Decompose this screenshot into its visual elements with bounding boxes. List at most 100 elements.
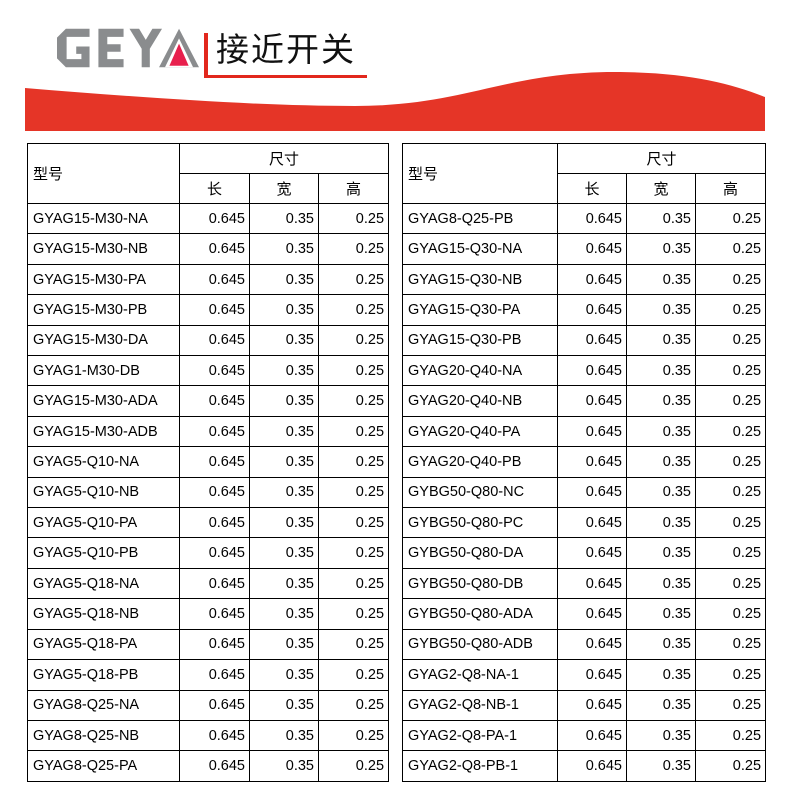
model-cell: GYAG20-Q40-PB	[402, 446, 558, 478]
width-cell: 0.35	[249, 689, 319, 721]
length-cell: 0.645	[179, 355, 250, 387]
length-cell: 0.645	[557, 324, 627, 357]
height-cell: 0.25	[694, 324, 767, 357]
table-row: GYAG15-M30-NB 0.645 0.35 0.25	[27, 233, 390, 265]
height-cell: 0.25	[317, 476, 390, 509]
length-cell: 0.645	[179, 598, 250, 630]
length-cell: 0.645	[179, 750, 250, 782]
height-cell: 0.25	[694, 415, 767, 448]
length-cell: 0.645	[179, 628, 250, 661]
model-cell: GYAG5-Q18-NA	[27, 567, 180, 600]
width-cell: 0.35	[249, 294, 319, 326]
width-cell: 0.35	[249, 507, 319, 539]
column-header-length: 长	[557, 173, 627, 204]
table-row: GYAG15-M30-ADB 0.645 0.35 0.25	[27, 415, 390, 448]
column-header-height: 高	[317, 173, 390, 204]
column-header-size: 尺寸	[556, 143, 767, 174]
table-row: GYAG15-M30-PB 0.645 0.35 0.25	[27, 294, 390, 326]
width-cell: 0.35	[249, 567, 319, 600]
height-cell: 0.25	[317, 659, 390, 691]
width-cell: 0.35	[626, 567, 696, 600]
height-cell: 0.25	[694, 659, 767, 691]
model-cell: GYAG15-M30-PB	[27, 294, 180, 326]
width-cell: 0.35	[249, 385, 319, 417]
height-cell: 0.25	[694, 446, 767, 478]
model-cell: GYAG2-Q8-PA-1	[402, 719, 558, 752]
height-cell: 0.25	[317, 446, 390, 478]
logo-letter-g	[57, 28, 90, 68]
height-cell: 0.25	[317, 507, 390, 539]
width-cell: 0.35	[249, 324, 319, 357]
table-row: GYAG5-Q18-NB 0.645 0.35 0.25	[27, 598, 390, 630]
table-row: GYAG20-Q40-NB 0.645 0.35 0.25	[402, 385, 767, 417]
model-cell: GYAG5-Q10-PA	[27, 507, 180, 539]
model-cell: GYAG8-Q25-NB	[27, 719, 180, 752]
model-cell: GYBG50-Q80-ADB	[402, 628, 558, 661]
model-cell: GYBG50-Q80-PC	[402, 507, 558, 539]
height-cell: 0.25	[694, 263, 767, 296]
header-row: 型号 尺寸	[402, 143, 767, 204]
width-cell: 0.35	[249, 263, 319, 296]
table-row: GYAG20-Q40-NA 0.645 0.35 0.25	[402, 355, 767, 387]
width-cell: 0.35	[626, 263, 696, 296]
model-cell: GYBG50-Q80-DB	[402, 567, 558, 600]
page-title: 接近开关	[216, 31, 356, 68]
height-cell: 0.25	[317, 415, 390, 448]
length-cell: 0.645	[557, 719, 627, 752]
width-cell: 0.35	[626, 324, 696, 357]
column-header-model: 型号	[402, 143, 558, 204]
height-cell: 0.25	[694, 355, 767, 387]
spec-table-right: 型号 尺寸 长 宽 高 GYAG8-Q25-PB 0.645 0.35 0.25	[402, 143, 767, 782]
width-cell: 0.35	[249, 202, 319, 235]
model-cell: GYBG50-Q80-DA	[402, 537, 558, 569]
column-header-size: 尺寸	[178, 143, 390, 174]
table-row: GYAG15-M30-ADA 0.645 0.35 0.25	[27, 385, 390, 417]
height-cell: 0.25	[317, 385, 390, 417]
model-cell: GYAG5-Q18-PB	[27, 659, 180, 691]
table-row: GYAG5-Q10-PB 0.645 0.35 0.25	[27, 537, 390, 569]
header-subrow: 长 宽 高	[403, 173, 767, 204]
length-cell: 0.645	[557, 537, 627, 569]
length-cell: 0.645	[557, 476, 627, 509]
height-cell: 0.25	[694, 719, 767, 752]
column-header-width: 宽	[249, 173, 319, 204]
width-cell: 0.35	[626, 355, 696, 387]
width-cell: 0.35	[249, 750, 319, 782]
width-cell: 0.35	[626, 659, 696, 691]
height-cell: 0.25	[694, 476, 767, 509]
table-row: GYAG5-Q18-PA 0.645 0.35 0.25	[27, 628, 390, 661]
table-row: GYAG5-Q18-NA 0.645 0.35 0.25	[27, 567, 390, 600]
table-row: GYAG8-Q25-PB 0.645 0.35 0.25	[402, 202, 767, 235]
width-cell: 0.35	[626, 233, 696, 265]
model-cell: GYAG15-M30-ADA	[27, 385, 180, 417]
spec-table-left: 型号 尺寸 长 宽 高 GYAG15-M30-NA 0.645 0.35 0.2…	[27, 143, 390, 782]
height-cell: 0.25	[317, 719, 390, 752]
height-cell: 0.25	[694, 598, 767, 630]
height-cell: 0.25	[317, 233, 390, 265]
width-cell: 0.35	[626, 294, 696, 326]
length-cell: 0.645	[557, 689, 627, 721]
height-cell: 0.25	[694, 202, 767, 235]
length-cell: 0.645	[179, 507, 250, 539]
model-cell: GYAG15-Q30-PB	[402, 324, 558, 357]
height-cell: 0.25	[317, 202, 390, 235]
height-cell: 0.25	[694, 567, 767, 600]
height-cell: 0.25	[694, 628, 767, 661]
height-cell: 0.25	[317, 628, 390, 661]
width-cell: 0.35	[249, 415, 319, 448]
model-cell: GYAG15-M30-ADB	[27, 415, 180, 448]
length-cell: 0.645	[179, 202, 250, 235]
length-cell: 0.645	[179, 415, 250, 448]
logo-letter-e	[98, 28, 124, 68]
height-cell: 0.25	[694, 689, 767, 721]
logo-triangle-icon	[169, 43, 189, 66]
logo-letter-y	[129, 28, 163, 68]
model-cell: GYAG1-M30-DB	[27, 355, 180, 387]
height-cell: 0.25	[694, 385, 767, 417]
table-row: GYAG8-Q25-PA 0.645 0.35 0.25	[27, 750, 390, 782]
table-row: GYAG20-Q40-PB 0.645 0.35 0.25	[402, 446, 767, 478]
width-cell: 0.35	[626, 446, 696, 478]
height-cell: 0.25	[317, 598, 390, 630]
height-cell: 0.25	[317, 689, 390, 721]
width-cell: 0.35	[626, 202, 696, 235]
